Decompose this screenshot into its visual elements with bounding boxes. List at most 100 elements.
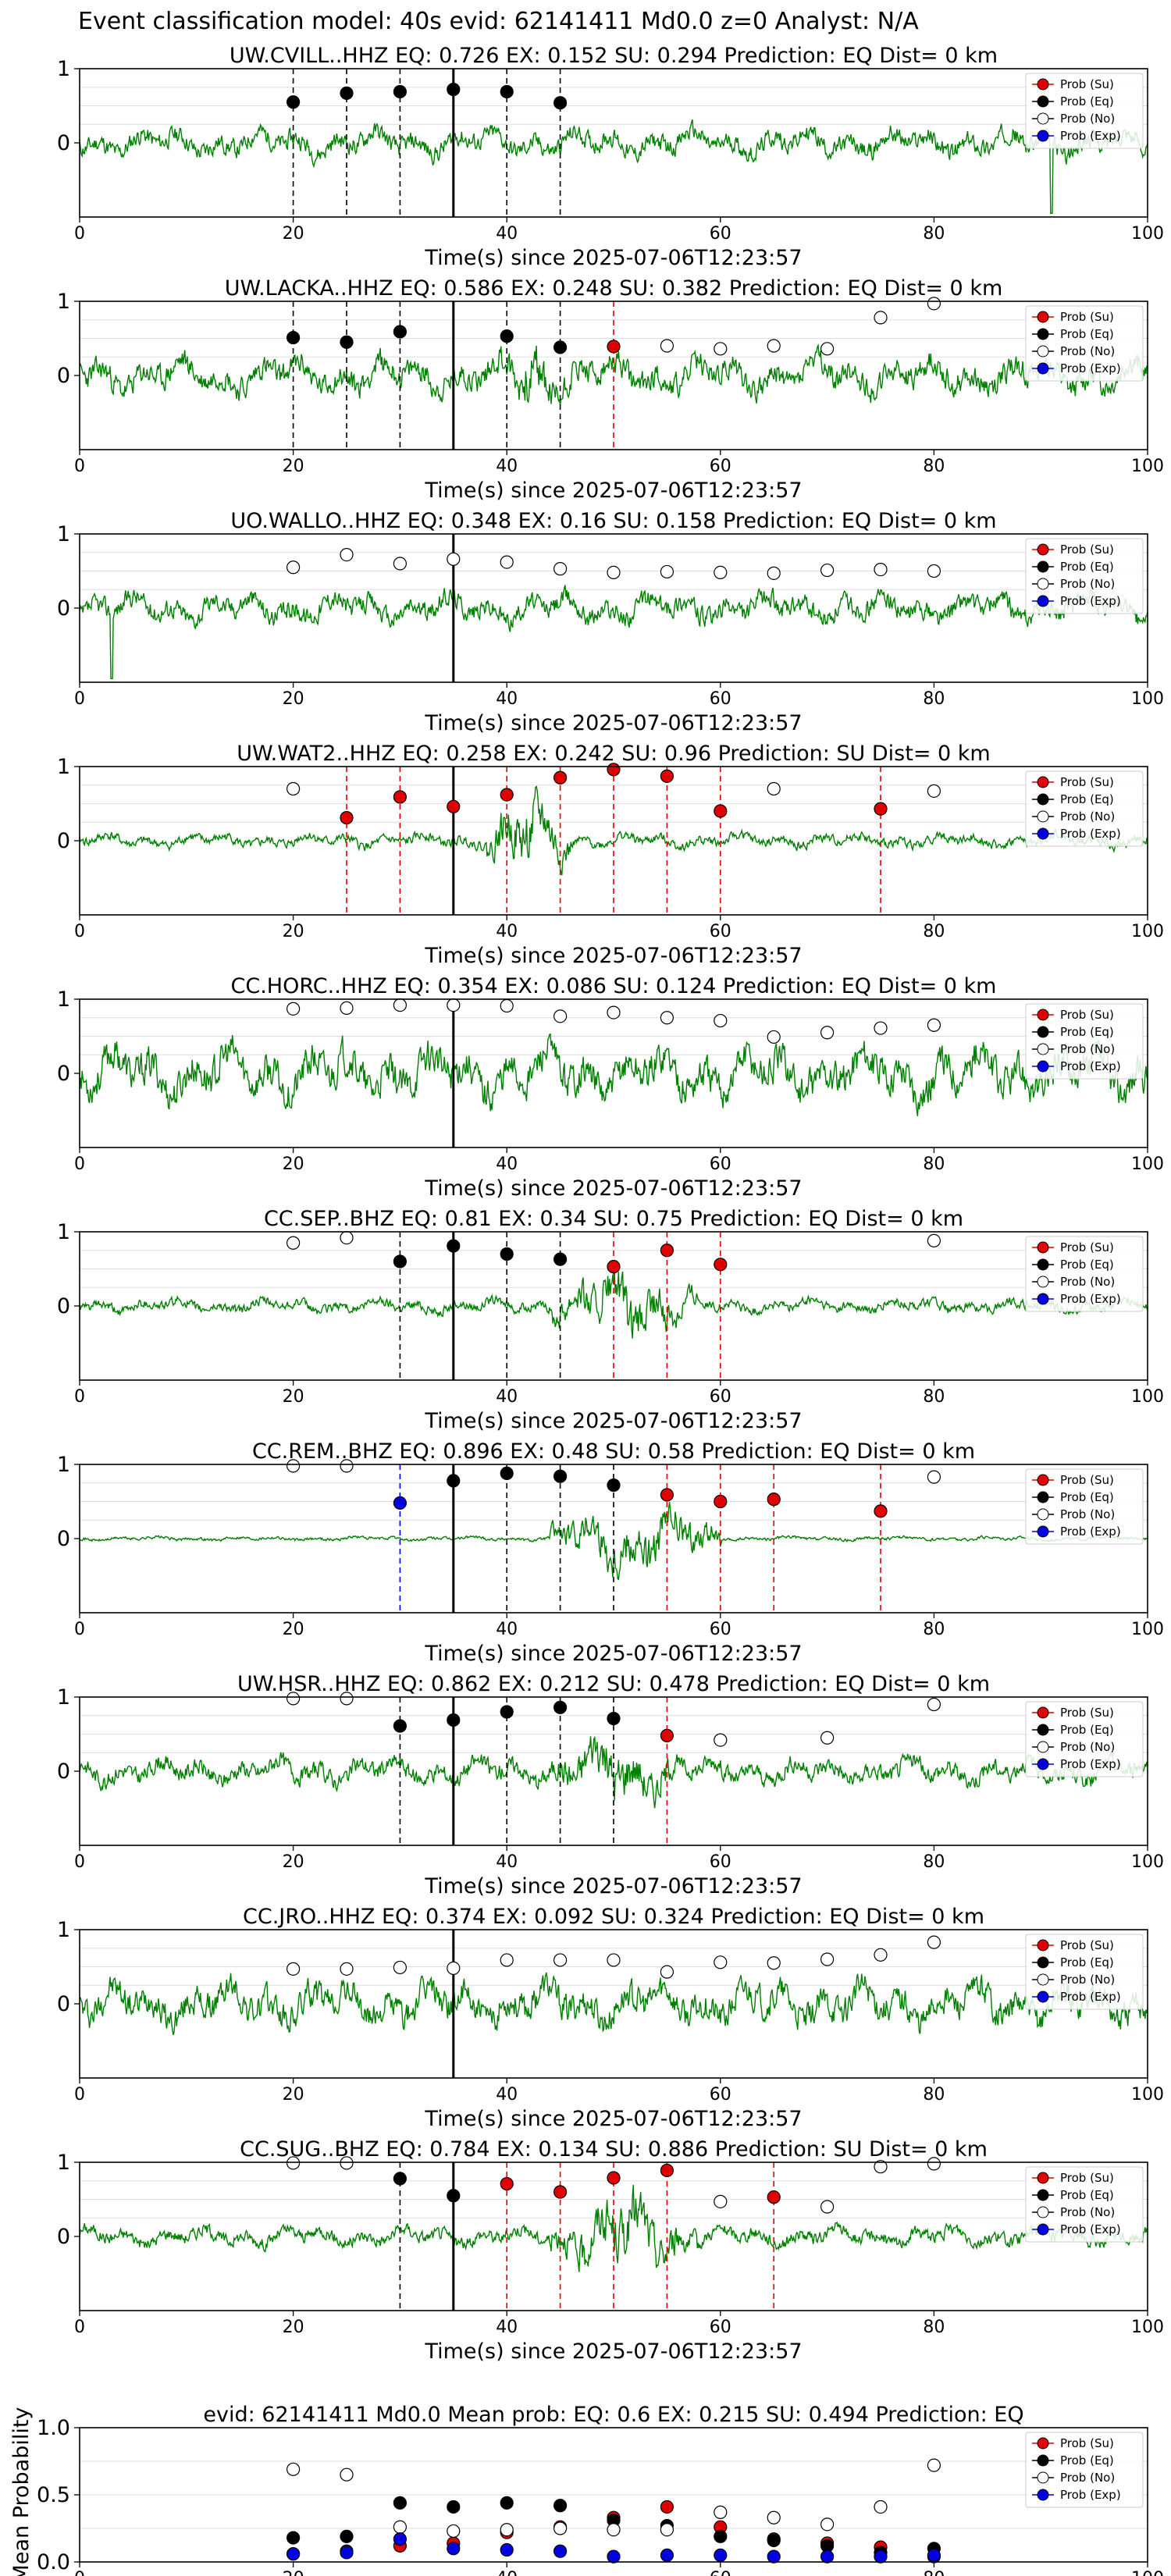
x-tick-label: 100 <box>1131 457 1164 476</box>
prob-point-no <box>820 1731 835 1745</box>
mean-point-no <box>820 2517 835 2532</box>
prob-point-eq <box>393 84 408 99</box>
prob-point-no <box>767 1956 781 1970</box>
prob-point-no <box>820 1026 835 1040</box>
legend-marker <box>1037 1758 1049 1770</box>
prob-point-eq <box>500 84 514 99</box>
x-axis-label: Time(s) since 2025-07-06T12:23:57 <box>424 1874 802 1898</box>
mean-point-no <box>874 2500 888 2514</box>
x-tick-label: 0 <box>74 457 85 476</box>
panel-title: UO.WALLO..HHZ EQ: 0.348 EX: 0.16 SU: 0.1… <box>230 509 996 533</box>
x-tick-label: 80 <box>923 2318 945 2337</box>
legend-label: Prob (Su) <box>1060 1008 1114 1022</box>
x-tick-label: 20 <box>283 1852 304 1872</box>
panel-9: CC.JRO..HHZ EQ: 0.374 EX: 0.092 SU: 0.32… <box>57 1905 1164 2131</box>
waveform-trace <box>79 1735 1148 1809</box>
x-tick-label: 100 <box>1131 1620 1164 1639</box>
legend-box <box>1025 1003 1144 1080</box>
prob-point-su <box>607 2171 621 2185</box>
legend-label: Prob (Su) <box>1060 775 1114 789</box>
legend-marker <box>1037 1026 1049 1038</box>
x-tick-label: 100 <box>1131 1387 1164 1407</box>
y-tick-label: 0 <box>57 1759 70 1784</box>
legend-label: Prob (Exp) <box>1060 1757 1121 1771</box>
plot-frame <box>79 68 1148 218</box>
prob-point-no <box>660 564 674 579</box>
legend-marker <box>1037 1508 1049 1521</box>
mean-point-eq <box>500 2496 514 2510</box>
mean-point-no <box>340 2467 354 2482</box>
prob-point-su <box>660 1244 674 1258</box>
legend-box <box>1025 1236 1144 1312</box>
legend-marker <box>1037 2489 1049 2501</box>
prob-point-eq <box>607 1478 621 1493</box>
legend-marker <box>1037 810 1049 823</box>
x-tick-label: 80 <box>923 1620 945 1639</box>
legend-marker <box>1037 2172 1049 2184</box>
legend-marker <box>1037 1241 1049 1254</box>
legend-label: Prob (Exp) <box>1060 1990 1121 2004</box>
prob-point-no <box>287 2156 301 2170</box>
prob-point-no <box>500 998 514 1013</box>
mean-point-eq <box>340 2529 354 2543</box>
prob-point-no <box>927 1470 941 1484</box>
legend-marker <box>1037 1706 1049 1719</box>
legend-label: Prob (Exp) <box>1060 827 1121 841</box>
x-tick-label: 20 <box>283 922 304 941</box>
legend-marker <box>1037 328 1049 340</box>
x-axis-label: Time(s) since 2025-07-06T12:23:57 <box>424 479 802 503</box>
prob-point-eq <box>287 95 301 109</box>
prob-point-eq <box>607 1711 621 1726</box>
legend-marker <box>1037 2206 1049 2218</box>
x-tick-label: 80 <box>923 1852 945 1872</box>
x-tick-label: 100 <box>1131 2569 1164 2576</box>
legend-label: Prob (No) <box>1060 809 1115 824</box>
legend-marker <box>1037 1258 1049 1271</box>
panel-2: UW.LACKA..HHZ EQ: 0.586 EX: 0.248 SU: 0.… <box>57 276 1164 503</box>
legend-marker <box>1037 345 1049 358</box>
panel-7: CC.REM..BHZ EQ: 0.896 EX: 0.48 SU: 0.58 … <box>57 1439 1164 1666</box>
panel-title: UW.LACKA..HHZ EQ: 0.586 EX: 0.248 SU: 0.… <box>225 276 1003 301</box>
prob-point-no <box>820 563 835 578</box>
legend-marker <box>1037 1043 1049 1055</box>
x-tick-label: 40 <box>496 689 518 709</box>
prob-point-su <box>660 2163 674 2178</box>
prob-point-no <box>927 1018 941 1032</box>
prob-point-no <box>340 1001 354 1016</box>
plot-frame <box>79 1464 1148 1614</box>
prob-point-no <box>553 1009 568 1023</box>
x-tick-label: 20 <box>283 2569 304 2576</box>
prob-point-no <box>500 555 514 569</box>
y-tick-label: 1 <box>57 755 70 779</box>
y-tick-label: 0 <box>57 1527 70 1551</box>
prob-point-no <box>927 1233 941 1248</box>
panel-title: UW.CVILL..HHZ EQ: 0.726 EX: 0.152 SU: 0.… <box>230 44 998 68</box>
x-tick-label: 20 <box>283 224 304 244</box>
mean-point-exp <box>340 2546 354 2560</box>
legend-label: Prob (Su) <box>1060 77 1114 91</box>
legend-label: Prob (Su) <box>1060 2171 1114 2185</box>
prob-point-eq <box>393 1254 408 1268</box>
x-tick-label: 20 <box>283 2085 304 2105</box>
legend-label: Prob (No) <box>1060 1507 1115 1521</box>
panel-title: CC.SUG..BHZ EQ: 0.784 EX: 0.134 SU: 0.88… <box>240 2137 988 2161</box>
plot-frame <box>79 1231 1148 1381</box>
x-tick-label: 40 <box>496 2569 518 2576</box>
panel-title: CC.JRO..HHZ EQ: 0.374 EX: 0.092 SU: 0.32… <box>243 1905 984 1929</box>
legend-box <box>1025 2432 1144 2508</box>
legend-label: Prob (Exp) <box>1060 2222 1121 2236</box>
x-tick-label: 100 <box>1131 2318 1164 2337</box>
x-tick-label: 80 <box>923 922 945 941</box>
legend-box <box>1025 1468 1144 1545</box>
x-axis-label: Time(s) since 2025-07-06T12:23:57 <box>424 2339 802 2364</box>
mean-point-su <box>660 2500 674 2514</box>
prob-point-no <box>927 297 941 311</box>
prob-point-su <box>500 788 514 802</box>
prob-point-no <box>447 552 461 566</box>
waveform-trace <box>79 1033 1148 1116</box>
x-tick-label: 20 <box>283 1620 304 1639</box>
prob-point-no <box>607 1005 621 1019</box>
legend-label: Prob (No) <box>1060 2471 1115 2485</box>
y-tick-label: 1 <box>57 1453 70 1477</box>
prob-point-su <box>714 1258 728 1272</box>
